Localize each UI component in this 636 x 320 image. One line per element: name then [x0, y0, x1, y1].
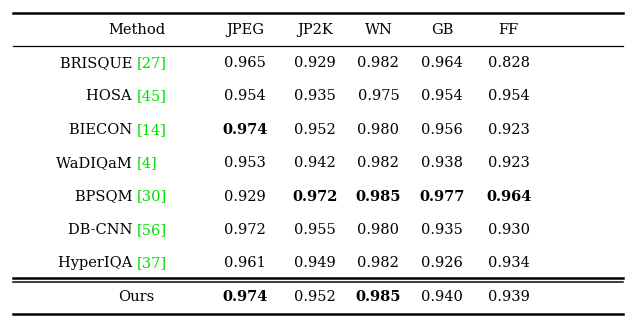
Text: JPEG: JPEG — [226, 22, 264, 36]
Text: JP2K: JP2K — [297, 22, 333, 36]
Text: 0.961: 0.961 — [224, 256, 266, 270]
Text: 0.980: 0.980 — [357, 223, 399, 237]
Text: Method: Method — [108, 22, 165, 36]
Text: 0.953: 0.953 — [224, 156, 266, 170]
Text: Ours: Ours — [119, 290, 155, 304]
Text: [30]: [30] — [137, 190, 167, 204]
Text: 0.938: 0.938 — [421, 156, 463, 170]
Text: BRISQUE: BRISQUE — [60, 56, 137, 70]
Text: 0.942: 0.942 — [294, 156, 336, 170]
Text: 0.965: 0.965 — [224, 56, 266, 70]
Text: 0.974: 0.974 — [222, 123, 268, 137]
Text: 0.982: 0.982 — [357, 56, 399, 70]
Text: [45]: [45] — [137, 89, 167, 103]
Text: [27]: [27] — [137, 56, 167, 70]
Text: FF: FF — [499, 22, 519, 36]
Text: 0.930: 0.930 — [488, 223, 530, 237]
Text: BPSQM: BPSQM — [74, 190, 137, 204]
Text: 0.972: 0.972 — [292, 190, 338, 204]
Text: 0.985: 0.985 — [356, 290, 401, 304]
Text: GB: GB — [431, 22, 453, 36]
Text: 0.934: 0.934 — [488, 256, 530, 270]
Text: 0.954: 0.954 — [421, 89, 463, 103]
Text: 0.952: 0.952 — [294, 290, 336, 304]
Text: [56]: [56] — [137, 223, 167, 237]
Text: [37]: [37] — [137, 256, 167, 270]
Text: BIECON: BIECON — [69, 123, 137, 137]
Text: 0.982: 0.982 — [357, 256, 399, 270]
Text: 0.949: 0.949 — [294, 256, 336, 270]
Text: 0.952: 0.952 — [294, 123, 336, 137]
Text: [14]: [14] — [137, 123, 167, 137]
Text: 0.985: 0.985 — [356, 190, 401, 204]
Text: 0.955: 0.955 — [294, 223, 336, 237]
Text: WN: WN — [364, 22, 392, 36]
Text: HOSA: HOSA — [86, 89, 137, 103]
Text: 0.956: 0.956 — [421, 123, 463, 137]
Text: 0.964: 0.964 — [486, 190, 532, 204]
Text: 0.929: 0.929 — [224, 190, 266, 204]
Text: 0.972: 0.972 — [224, 223, 266, 237]
Text: 0.964: 0.964 — [421, 56, 463, 70]
Text: 0.980: 0.980 — [357, 123, 399, 137]
Text: 0.975: 0.975 — [357, 89, 399, 103]
Text: [4]: [4] — [137, 156, 158, 170]
Text: 0.929: 0.929 — [294, 56, 336, 70]
Text: DB-CNN: DB-CNN — [67, 223, 137, 237]
Text: 0.939: 0.939 — [488, 290, 530, 304]
Text: 0.982: 0.982 — [357, 156, 399, 170]
Text: 0.954: 0.954 — [488, 89, 530, 103]
Text: WaDIQaM: WaDIQaM — [57, 156, 137, 170]
Text: HyperIQA: HyperIQA — [58, 256, 137, 270]
Text: 0.977: 0.977 — [419, 190, 465, 204]
Text: 0.940: 0.940 — [421, 290, 463, 304]
Text: 0.935: 0.935 — [294, 89, 336, 103]
Text: 0.954: 0.954 — [224, 89, 266, 103]
Text: 0.923: 0.923 — [488, 123, 530, 137]
Text: 0.828: 0.828 — [488, 56, 530, 70]
Text: 0.923: 0.923 — [488, 156, 530, 170]
Text: 0.974: 0.974 — [222, 290, 268, 304]
Text: 0.935: 0.935 — [421, 223, 463, 237]
Text: 0.926: 0.926 — [421, 256, 463, 270]
